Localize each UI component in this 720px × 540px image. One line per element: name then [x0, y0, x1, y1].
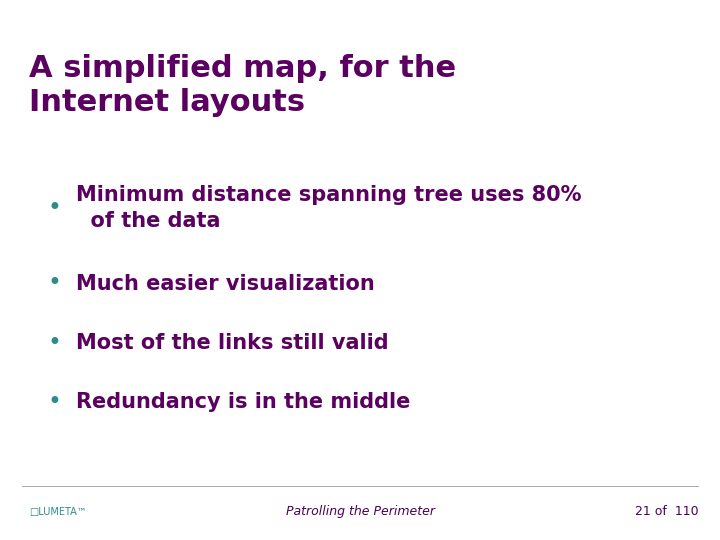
Text: •: • [47, 272, 61, 295]
Text: A simplified map, for the
Internet layouts: A simplified map, for the Internet layou… [29, 54, 456, 117]
Text: Minimum distance spanning tree uses 80%
  of the data: Minimum distance spanning tree uses 80% … [76, 185, 581, 231]
Text: 21 of  110: 21 of 110 [635, 505, 698, 518]
Text: •: • [47, 390, 61, 414]
Text: Much easier visualization: Much easier visualization [76, 273, 374, 294]
Text: Patrolling the Perimeter: Patrolling the Perimeter [286, 505, 434, 518]
Text: Most of the links still valid: Most of the links still valid [76, 333, 388, 353]
Text: •: • [47, 196, 61, 220]
Text: □LUMETA™: □LUMETA™ [29, 507, 86, 517]
Text: Redundancy is in the middle: Redundancy is in the middle [76, 392, 410, 413]
Text: •: • [47, 331, 61, 355]
